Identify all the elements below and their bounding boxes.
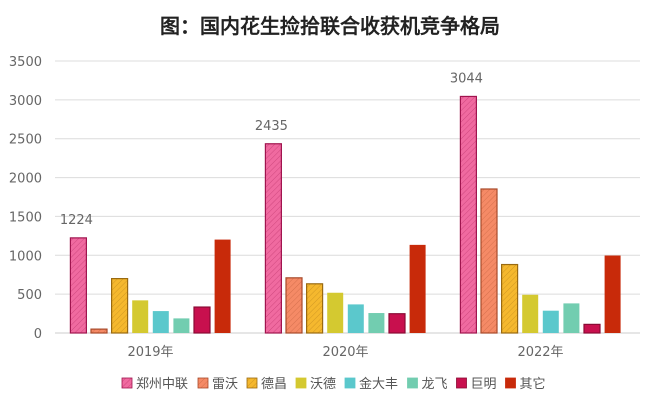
legend-swatch [246, 377, 258, 389]
data-label: 1224 [60, 213, 93, 228]
legend-label: 雷沃 [212, 377, 238, 392]
bar-巨明-2022年 [583, 323, 601, 334]
bar-巨明-2020年 [388, 313, 406, 334]
x-tick-label: 2022年 [517, 345, 563, 360]
chart-title: 图：国内花生捡拾联合收获机竞争格局 [160, 14, 500, 38]
legend-label: 郑州中联 [136, 377, 188, 392]
legend-label: 沃德 [310, 377, 336, 392]
bar-龙飞-2019年 [173, 318, 190, 333]
bar-其它-2019年 [214, 239, 231, 333]
legend-swatch [295, 377, 307, 389]
bar-沃德-2020年 [327, 292, 344, 333]
x-axis-labels: 2019年 2020年 2022年 [127, 345, 563, 360]
bar-郑州中联-2020年 [264, 143, 282, 334]
legend-label: 龙飞 [422, 377, 448, 392]
legend-swatch [197, 377, 209, 389]
legend-swatch [456, 377, 467, 389]
bar-沃德-2022年 [522, 294, 539, 333]
legend-item: 龙飞 [407, 377, 448, 392]
legend-label: 其它 [520, 376, 546, 392]
bar-雷沃-2019年 [90, 328, 108, 334]
data-label: 3044 [450, 71, 483, 86]
bar-郑州中联-2022年 [459, 95, 477, 334]
bar-金大丰-2020年 [347, 304, 364, 333]
bar-金大丰-2019年 [152, 311, 169, 333]
bar-德昌-2020年 [306, 283, 324, 334]
y-tick-label: 1000 [9, 249, 42, 264]
legend-swatch [407, 377, 418, 389]
bar-龙飞-2020年 [368, 313, 385, 333]
legend-item: 德昌 [246, 377, 287, 392]
bars: 1224 2435 3044 [60, 71, 621, 334]
bar-雷沃-2020年 [285, 277, 303, 334]
y-tick-label: 0 [34, 327, 42, 342]
legend-item: 其它 [505, 376, 546, 392]
bar-巨明-2019年 [193, 306, 211, 334]
bar-郑州中联-2019年 [69, 237, 88, 334]
x-tick-label: 2020年 [322, 345, 368, 360]
bar-沃德-2019年 [132, 300, 149, 333]
y-tick-label: 3500 [9, 55, 42, 70]
legend-item: 金大丰 [344, 376, 398, 392]
grid: 0 500 1000 1500 2000 2500 3000 3500 [9, 55, 640, 342]
legend-label: 德昌 [261, 377, 287, 392]
bar-龙飞-2022年 [563, 303, 580, 333]
legend-label: 金大丰 [359, 376, 398, 392]
legend-swatch [121, 377, 133, 389]
x-tick-label: 2019年 [127, 345, 173, 360]
legend-item: 沃德 [295, 377, 336, 392]
legend-swatch [344, 377, 356, 389]
bar-德昌-2022年 [501, 263, 519, 334]
legend-item: 巨明 [456, 377, 497, 392]
data-label: 2435 [255, 119, 288, 134]
bar-金大丰-2022年 [542, 310, 559, 333]
y-tick-label: 500 [17, 288, 42, 303]
legend-item: 郑州中联 [121, 377, 188, 392]
y-tick-label: 3000 [9, 94, 42, 109]
legend-item: 雷沃 [197, 377, 238, 392]
y-tick-label: 2000 [9, 172, 42, 187]
legend-swatch [505, 377, 516, 389]
bar-其它-2022年 [604, 255, 621, 333]
y-tick-label: 1500 [9, 210, 42, 225]
bar-德昌-2019年 [110, 278, 129, 334]
bar-雷沃-2022年 [480, 188, 498, 334]
y-tick-label: 2500 [9, 133, 42, 148]
legend-label: 巨明 [471, 377, 497, 392]
bar-其它-2020年 [409, 244, 426, 333]
legend: 郑州中联 雷沃 德昌 沃德 金大丰 龙飞 巨明 其它 [121, 376, 546, 392]
